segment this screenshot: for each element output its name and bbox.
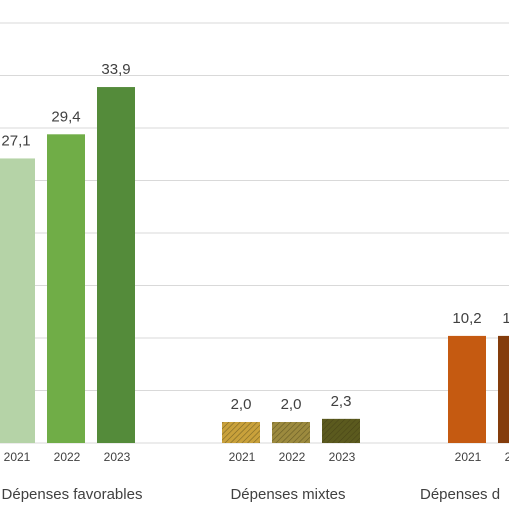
year-label: 2021 [4, 450, 31, 464]
year-label: 2023 [329, 450, 356, 464]
bar [498, 335, 509, 443]
value-label: 27,1 [1, 132, 30, 149]
bar [47, 134, 85, 444]
value-label: 10,2 [502, 310, 509, 327]
value-label: 29,4 [51, 108, 80, 125]
bar [97, 87, 135, 444]
group-label: Dépenses mixtes [230, 486, 345, 503]
bar [222, 422, 260, 443]
group-label: Dépenses favorables [2, 486, 143, 503]
year-label: 2022 [54, 450, 81, 464]
year-label: 2022 [505, 450, 509, 464]
bar [0, 158, 35, 443]
year-label: 2021 [455, 450, 482, 464]
bar [322, 418, 360, 443]
year-label: 2021 [229, 450, 256, 464]
year-label: 2022 [279, 450, 306, 464]
value-label: 33,9 [101, 61, 130, 78]
group-label: Dépenses d [420, 486, 500, 503]
value-label: 2,3 [331, 393, 352, 410]
value-label: 2,0 [281, 396, 302, 413]
value-label: 2,0 [231, 396, 252, 413]
bar [272, 422, 310, 443]
year-label: 2023 [104, 450, 131, 464]
value-label: 10,2 [452, 310, 481, 327]
bar [448, 335, 486, 443]
